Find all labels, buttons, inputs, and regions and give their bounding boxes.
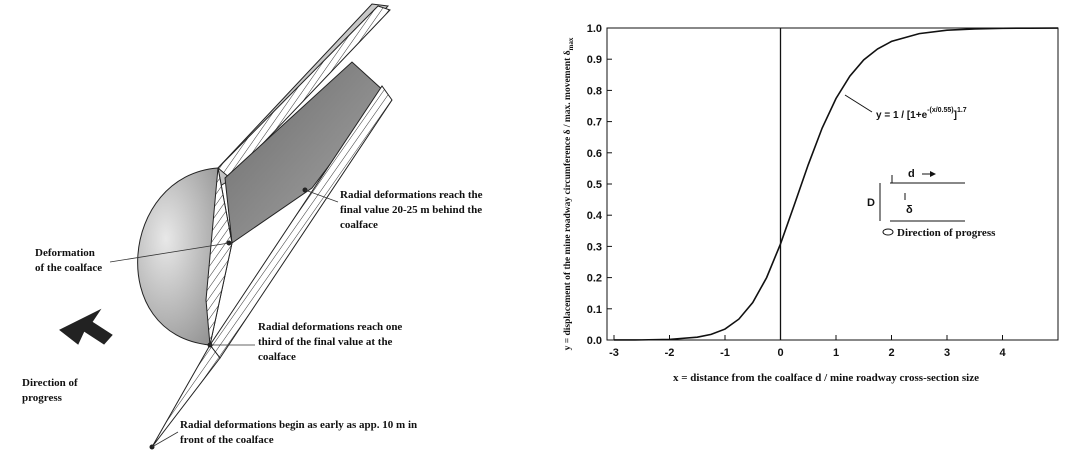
y-tick-label: 0.4 — [587, 210, 603, 222]
x-tick-label: 0 — [777, 347, 783, 359]
x-tick-label: 3 — [944, 347, 950, 359]
y-tick-label: 0.8 — [587, 85, 602, 97]
x-tick-label: 1 — [833, 347, 839, 359]
y-tick-label: 0.7 — [587, 117, 602, 129]
formula-exp: -(x/0.55) — [927, 107, 953, 114]
plot-frame — [607, 28, 1058, 340]
inset-arrow — [930, 171, 936, 177]
diagram-label: progress — [22, 392, 63, 404]
diagram-label: Direction of — [22, 377, 78, 389]
formula-base: y = 1 / [1+e — [876, 110, 928, 121]
y-axis-title-sub: max — [567, 37, 575, 50]
y-tick-label: 1.0 — [587, 23, 602, 35]
diagram-label: of the coalface — [35, 262, 102, 274]
inset-marker — [883, 229, 893, 235]
x-tick-label: 4 — [999, 347, 1006, 359]
diagram-label: Radial deformations reach the — [340, 189, 483, 201]
formula: y = 1 / [1+e-(x/0.55)]1.7 — [876, 107, 967, 121]
front-wedge — [152, 345, 220, 447]
curve — [614, 28, 1058, 340]
diagram-label: Deformation — [35, 247, 95, 259]
inset-D: D — [867, 197, 875, 209]
x-tick-label: -2 — [665, 347, 675, 359]
x-tick-label: 2 — [888, 347, 894, 359]
x-tick-label: -1 — [720, 347, 730, 359]
figure: Radial deformations reach the final value… — [0, 0, 1065, 453]
y-tick-label: 0.5 — [587, 179, 602, 191]
formula-leader — [845, 95, 872, 112]
diagram-label: coalface — [258, 351, 296, 363]
inset-direction: Direction of progress — [897, 227, 996, 239]
diagram-label: Radial deformations begin as early as ap… — [180, 419, 417, 431]
y-tick-label: 0.1 — [587, 304, 602, 316]
diagram-label: third of the final value at the — [258, 336, 393, 348]
y-tick-label: 0.0 — [587, 335, 602, 347]
inset-delta: δ — [906, 204, 913, 216]
diagram-label: Radial deformations reach one — [258, 321, 402, 333]
y-tick-label: 0.6 — [587, 148, 602, 160]
y-axis-title: y = displacement of the mine roadway cir… — [563, 37, 575, 350]
diagram-label: coalface — [340, 219, 378, 231]
inset-d: d — [908, 168, 915, 180]
diagram-label: final value 20-25 m behind the — [340, 204, 482, 216]
formula-power: 1.7 — [957, 107, 967, 114]
y-tick-label: 0.9 — [587, 54, 602, 66]
x-axis-title: x = distance from the coalface d / mine … — [673, 372, 979, 384]
chart: 0.0 0.1 0.2 0.3 0.4 0.5 0.6 0.7 0.8 0.9 1.0 -3 -2 -1 0… — [563, 23, 1058, 384]
y-tick-label: 0.3 — [587, 241, 602, 253]
y-tick-label: 0.2 — [587, 273, 602, 285]
y-axis-title-main: y = displacement of the mine roadway cir… — [563, 50, 573, 350]
progress-arrow — [60, 310, 112, 344]
diagram-label: front of the coalface — [180, 434, 274, 446]
x-tick-label: -3 — [609, 347, 619, 359]
